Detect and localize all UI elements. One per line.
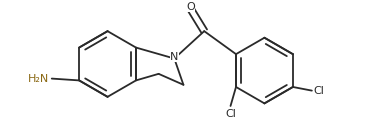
Text: Cl: Cl <box>225 109 236 119</box>
Text: Cl: Cl <box>314 86 324 96</box>
Text: H₂N: H₂N <box>28 74 49 84</box>
Text: O: O <box>186 2 195 12</box>
Text: N: N <box>170 52 179 62</box>
